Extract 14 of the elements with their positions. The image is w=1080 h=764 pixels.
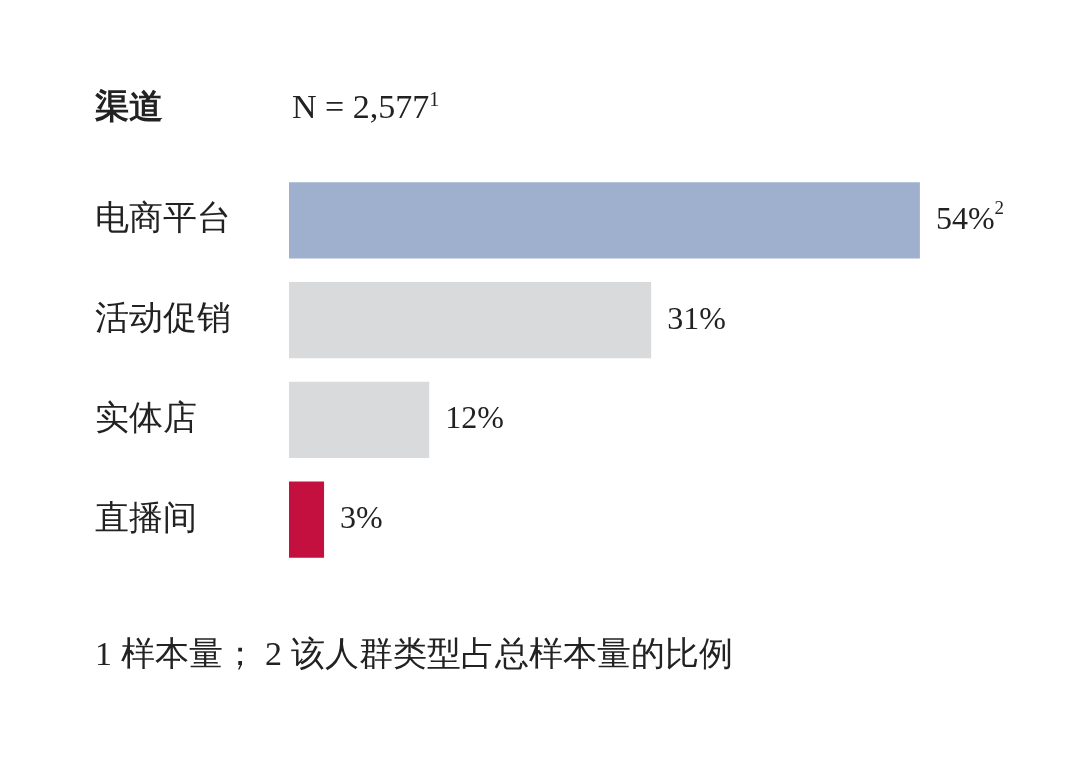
data-label: 3% <box>340 499 383 536</box>
data-label: 31% <box>667 299 726 336</box>
chart-subtitle: N = 2,577$^{1}$ <box>292 88 440 127</box>
text: 1 样本量； 2 该人群类型占总样本量的比例 <box>95 634 733 674</box>
bar <box>289 282 652 359</box>
y-tick-label: 实体店 <box>95 398 197 436</box>
bar <box>289 182 920 259</box>
bar <box>289 481 325 558</box>
data-label: 12% <box>445 399 504 436</box>
y-tick-label: 直播间 <box>95 498 197 536</box>
y-tick-label: 活动促销 <box>95 299 231 337</box>
y-axis-title: 渠道 <box>95 87 163 127</box>
y-tick-label: 电商平台 <box>95 199 231 237</box>
bar <box>289 381 430 459</box>
